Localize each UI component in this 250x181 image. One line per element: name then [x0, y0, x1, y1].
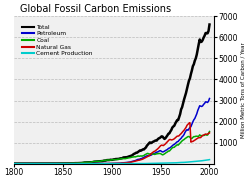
Legend: Total, Petroleum, Coal, Natural Gas, Cement Production: Total, Petroleum, Coal, Natural Gas, Cem… [21, 24, 94, 57]
Y-axis label: Million Metric Tons of Carbon / Year: Million Metric Tons of Carbon / Year [241, 42, 246, 138]
Text: Global Fossil Carbon Emissions: Global Fossil Carbon Emissions [20, 4, 171, 14]
